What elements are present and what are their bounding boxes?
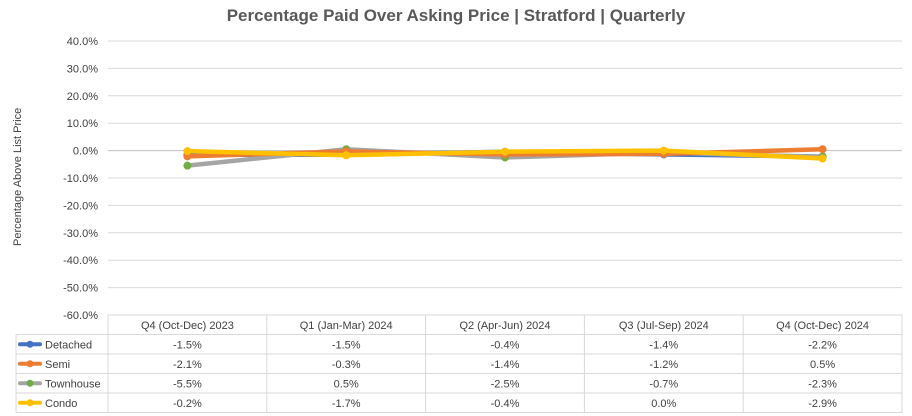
x-category-label: Q4 (Oct-Dec) 2024	[776, 320, 869, 332]
data-table-value: -1.5%	[173, 339, 202, 351]
y-tick-label: 10.0%	[67, 118, 98, 130]
x-category-label: Q4 (Oct-Dec) 2023	[141, 320, 234, 332]
x-category-label: Q3 (Jul-Sep) 2024	[619, 320, 709, 332]
data-table-value: 0.5%	[334, 378, 359, 390]
data-table-value: -2.2%	[808, 339, 837, 351]
y-tick-label: -60.0%	[63, 310, 98, 322]
point-condo	[659, 146, 668, 155]
point-semi	[818, 145, 827, 154]
data-table-value: -0.4%	[491, 398, 520, 410]
y-tick-label: -20.0%	[63, 200, 98, 212]
point-condo	[342, 151, 351, 160]
gridlines	[108, 40, 902, 289]
data-table-value: -5.5%	[173, 378, 202, 390]
data-table-value: -2.3%	[808, 378, 837, 390]
legend-label-condo: Condo	[45, 398, 77, 410]
y-tick-label: 30.0%	[67, 63, 98, 75]
legend-marker	[26, 399, 34, 407]
y-tick-label: 20.0%	[67, 91, 98, 103]
series-lines	[183, 145, 827, 170]
point-townhouse	[183, 161, 192, 170]
y-tick-label: -30.0%	[63, 228, 98, 240]
data-table-value: -1.7%	[332, 398, 361, 410]
data-table-value: -0.7%	[649, 378, 678, 390]
data-table-value: 0.0%	[651, 398, 676, 410]
y-tick-label: 40.0%	[67, 36, 98, 48]
data-table-value: -1.4%	[491, 359, 520, 371]
legend-label-detached: Detached	[45, 339, 92, 351]
data-table-value: -1.2%	[649, 359, 678, 371]
y-tick-label: -50.0%	[63, 283, 98, 295]
y-tick-label: -40.0%	[63, 255, 98, 267]
data-table-value: -0.4%	[491, 339, 520, 351]
data-table-value: -2.5%	[491, 378, 520, 390]
chart-title: Percentage Paid Over Asking Price | Stra…	[226, 6, 686, 25]
legend-marker	[26, 340, 34, 348]
y-tick-label: -10.0%	[63, 173, 98, 185]
data-table-value: -0.2%	[173, 398, 202, 410]
data-table-value: -2.9%	[808, 398, 837, 410]
data-table-value: -0.3%	[332, 359, 361, 371]
point-condo	[501, 147, 509, 156]
y-tick-label: 0.0%	[73, 146, 98, 158]
data-table-value: -1.4%	[649, 339, 678, 351]
x-category-label: Q1 (Jan-Mar) 2024	[300, 320, 393, 332]
legend-label-semi: Semi	[45, 359, 70, 371]
y-axis-ticks: 40.0% 30.0% 20.0% 10.0% 0.0% -10.0% -20.0% -30.…	[63, 36, 98, 322]
x-category-label: Q2 (Apr-Jun) 2024	[459, 320, 550, 332]
legend-marker	[26, 379, 34, 387]
data-table: Q4 (Oct-Dec) 2023 Q1 (Jan-Mar) 2024 Q2 (Ap…	[15, 314, 903, 413]
legend-marker	[26, 360, 34, 368]
point-condo	[183, 147, 192, 156]
legend-label-townhouse: Townhouse	[45, 378, 101, 390]
data-table-value: 0.5%	[810, 359, 835, 371]
data-table-value: -2.1%	[173, 359, 202, 371]
point-condo	[818, 154, 827, 163]
data-table-value: -1.5%	[332, 339, 361, 351]
